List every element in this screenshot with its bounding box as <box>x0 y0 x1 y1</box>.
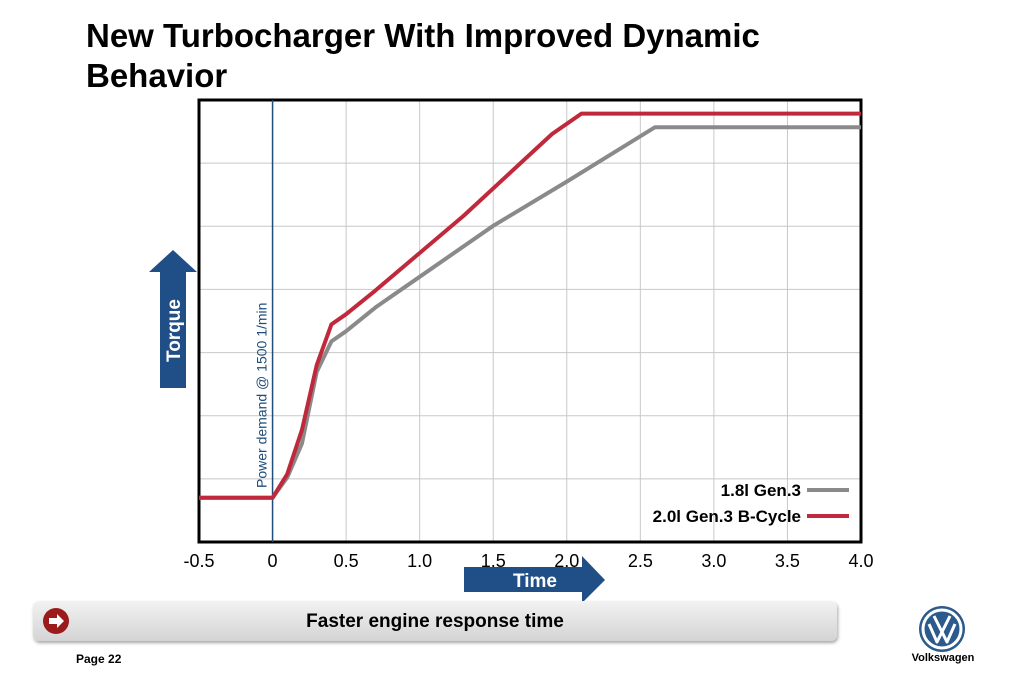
page-number: Page 22 <box>76 652 122 666</box>
x-axis-ticks: -0.5 0 0.5 1.0 1.5 2.0 2.5 3.0 3.5 4.0 <box>183 551 873 571</box>
x-tick-label: 3.0 <box>701 551 726 571</box>
series-layer <box>199 111 861 500</box>
banner-text: Faster engine response time <box>306 611 564 632</box>
x-tick-label: 3.5 <box>775 551 800 571</box>
vw-logo-icon <box>919 606 965 652</box>
time-axis-arrow: Time <box>464 556 605 603</box>
brand-name: Volkswagen <box>911 652 975 664</box>
chart-grid <box>198 100 862 542</box>
torque-axis-arrow: Torque <box>149 250 197 388</box>
series-line-bcycle <box>199 111 861 500</box>
power-demand-label: Power demand @ 1500 1/min <box>254 303 270 488</box>
slide-title: New Turbocharger With Improved Dynamic B… <box>86 17 760 94</box>
x-axis-label: Time <box>513 571 557 592</box>
plot-frame <box>197 98 863 544</box>
x-tick-label: 1.0 <box>407 551 432 571</box>
x-tick-label: 1.5 <box>481 551 506 571</box>
chart-legend: 1.8l Gen.3 2.0l Gen.3 B-Cycle <box>653 481 849 526</box>
x-tick-label: 2.0 <box>554 551 579 571</box>
summary-banner: Faster engine response time <box>33 601 837 641</box>
x-tick-label: 0 <box>268 551 278 571</box>
arrow-right-icon <box>43 608 69 634</box>
y-axis-label: Torque <box>164 299 185 362</box>
x-tick-label: -0.5 <box>183 551 214 571</box>
x-tick-label: 0.5 <box>334 551 359 571</box>
x-tick-label: 4.0 <box>848 551 873 571</box>
legend-label-gen3: 1.8l Gen.3 <box>721 481 801 500</box>
x-tick-label: 2.5 <box>628 551 653 571</box>
legend-label-bcycle: 2.0l Gen.3 B-Cycle <box>653 507 801 526</box>
